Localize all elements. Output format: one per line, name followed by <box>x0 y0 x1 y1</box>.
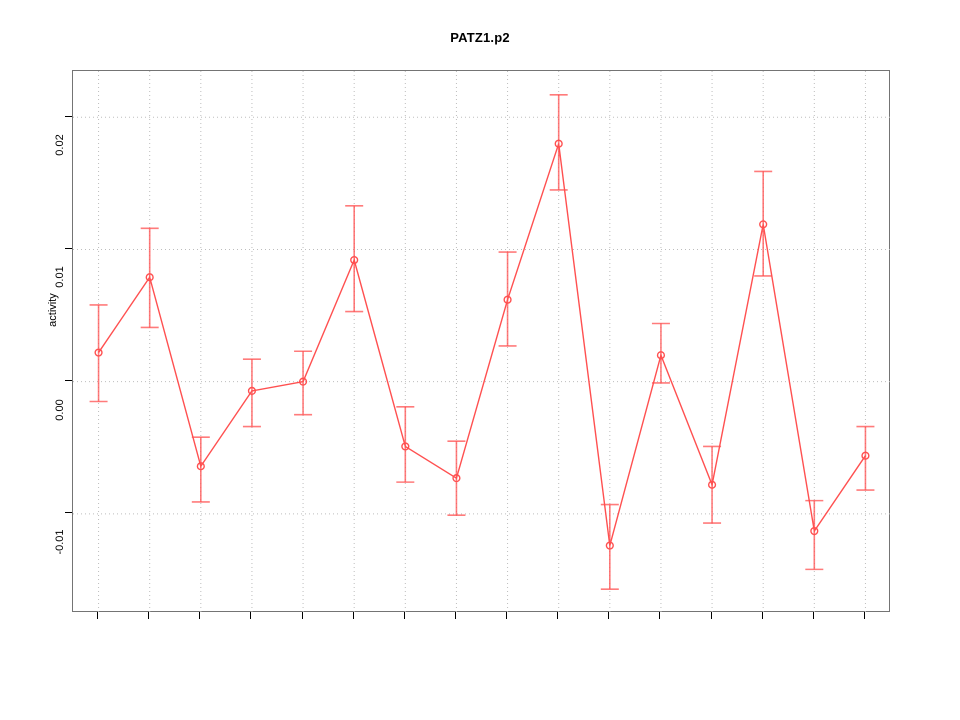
data-point-group <box>242 358 261 428</box>
data-point-group <box>140 227 159 329</box>
data-point-marker[interactable] <box>401 442 410 451</box>
data-point-group <box>345 205 364 313</box>
data-point-marker[interactable] <box>350 255 359 265</box>
data-point-group <box>856 425 875 491</box>
x-tick-mark <box>454 612 456 619</box>
data-point-group <box>294 350 313 416</box>
data-point-group <box>703 445 722 524</box>
data-point-marker[interactable] <box>759 220 768 229</box>
plot-area <box>72 70 891 613</box>
x-tick-mark <box>506 612 508 619</box>
data-point-marker[interactable] <box>196 462 205 471</box>
data-point-marker[interactable] <box>861 451 870 460</box>
x-tick-mark <box>148 612 150 619</box>
series-line <box>97 143 867 546</box>
x-tick-mark <box>97 612 99 619</box>
data-point-group <box>754 170 773 277</box>
x-tick-mark <box>199 612 201 619</box>
data-point-group <box>447 440 466 516</box>
y-tick-label: 0.00 <box>54 398 66 421</box>
x-tick-mark <box>301 612 303 619</box>
data-point-marker[interactable] <box>503 295 512 304</box>
data-point-group <box>805 499 824 571</box>
x-tick-mark <box>403 612 405 619</box>
data-point-group <box>396 405 415 483</box>
data-point-marker[interactable] <box>605 541 614 550</box>
data-point-marker[interactable] <box>810 526 819 536</box>
data-point-marker[interactable] <box>298 377 308 386</box>
y-tick-mark <box>65 115 72 117</box>
x-tick-mark <box>557 612 559 619</box>
x-tick-mark <box>710 612 712 619</box>
series-plot <box>73 71 891 613</box>
data-point-marker[interactable] <box>656 351 666 360</box>
x-tick-mark <box>863 612 865 619</box>
data-point-group <box>651 322 670 384</box>
x-tick-mark <box>659 612 661 619</box>
data-point-marker[interactable] <box>554 139 563 148</box>
data-point-marker[interactable] <box>94 348 103 357</box>
x-tick-mark <box>608 612 610 619</box>
data-point-group <box>498 251 517 347</box>
y-tick-mark <box>65 247 72 249</box>
x-tick-mark <box>761 612 763 619</box>
data-point-marker[interactable] <box>145 273 154 282</box>
data-point-group <box>549 93 568 191</box>
data-point-marker[interactable] <box>452 474 461 483</box>
data-point-group <box>600 503 619 591</box>
data-point-marker[interactable] <box>247 386 257 396</box>
data-point-group <box>89 304 108 403</box>
page-title: PATZ1.p2 <box>450 30 510 45</box>
y-tick-mark <box>65 380 72 382</box>
y-tick-label: -0.01 <box>54 529 66 555</box>
data-point-group <box>191 436 210 503</box>
data-point-marker[interactable] <box>707 480 717 489</box>
x-tick-mark <box>250 612 252 619</box>
y-tick-mark <box>65 512 72 514</box>
y-tick-label: 0.02 <box>54 134 66 156</box>
x-tick-mark <box>812 612 814 619</box>
y-tick-label: 0.01 <box>54 266 66 289</box>
x-tick-mark <box>352 612 354 619</box>
